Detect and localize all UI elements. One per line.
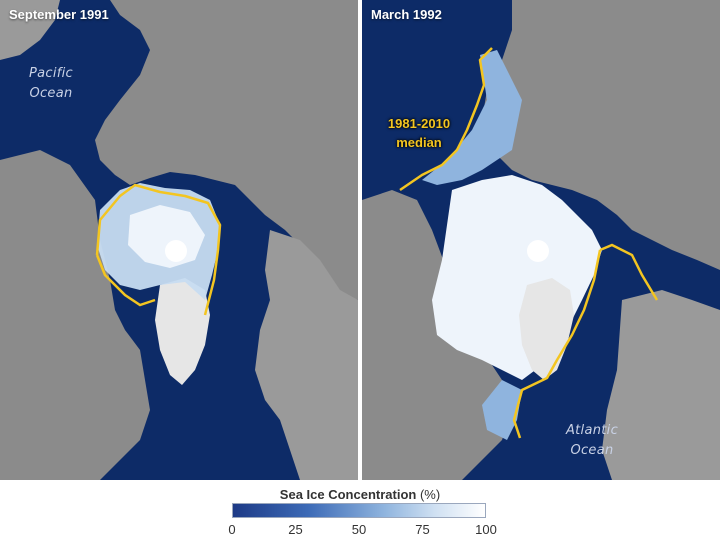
legend-ticks: 0 25 50 75 100 [228,522,496,538]
map-september-1991 [0,0,358,480]
median-line-barents [599,243,659,301]
map-march-1992 [362,0,720,480]
legend-tick: 100 [475,522,497,537]
median-line [399,47,493,192]
legend-tick: 25 [288,522,303,537]
legend-tick: 75 [415,522,430,537]
legend-tick: 0 [228,522,236,537]
legend-title: Sea Ice Concentration (%) [0,487,720,502]
legend-title-unit: (%) [419,487,441,502]
median-label-line: median [396,135,442,150]
panel-divider [358,0,362,480]
legend-color-bar [232,503,486,518]
median-label: 1981-2010 median [374,114,464,152]
land-north-america [0,150,150,480]
ocean-label-line: Ocean [570,443,614,458]
land-greenland [155,278,210,385]
panel-title: March 1992 [371,7,442,22]
land-eurasia [95,0,358,300]
median-line-atlantic [512,249,602,439]
map-panel-march-1992: March 1992 1981-2010 median Atlantic Oce… [362,0,720,480]
median-line-lower [95,254,156,307]
ocean-label-line: Ocean [29,86,73,101]
median-line [95,183,222,316]
land-eurasia [482,0,720,270]
pole-hole [527,240,549,262]
ocean-label-line: Pacific [28,66,73,81]
legend-tick: 50 [351,522,367,537]
pole-hole [165,240,187,262]
land-europe-south [602,290,720,480]
land-scandinavia [255,230,358,480]
panel-title: September 1991 [9,7,109,22]
ocean-label-pacific: Pacific Ocean [22,64,80,104]
median-label-line: 1981-2010 [387,116,451,131]
ocean-label-atlantic: Atlantic Ocean [552,421,632,461]
ocean-label-line: Atlantic [565,423,619,438]
sea-ice-edge-atlantic [482,380,522,440]
legend-title-bold: Sea Ice Concentration [279,487,417,502]
sea-ice-bering [422,50,522,185]
map-panel-september-1991: September 1991 Pacific Ocean [0,0,358,480]
land-alaska [0,0,60,60]
